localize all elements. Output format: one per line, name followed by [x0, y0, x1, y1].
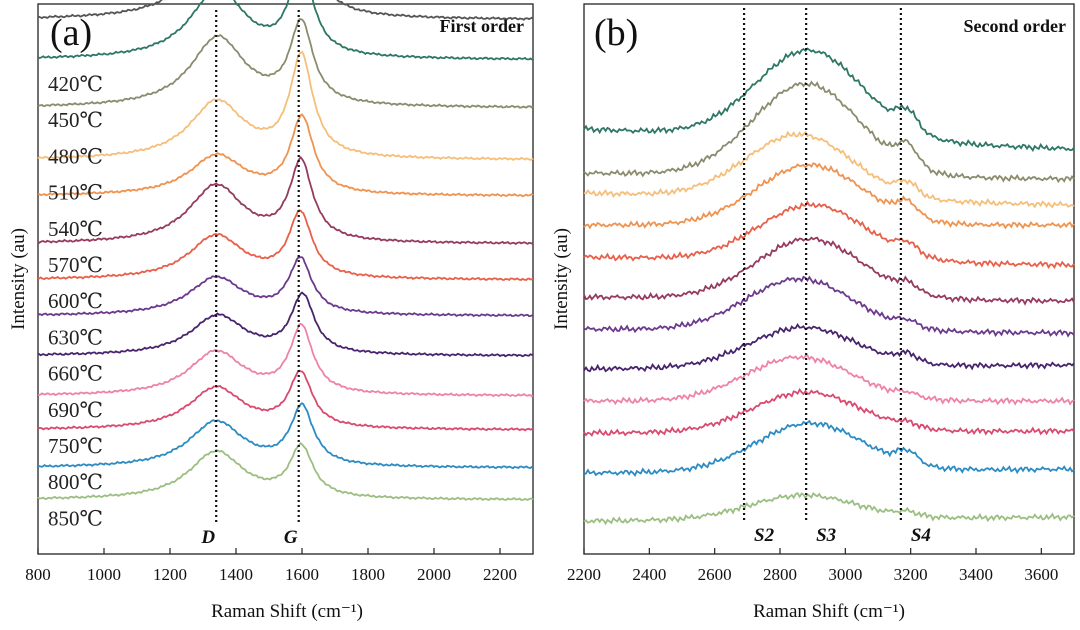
peak-label-s3: S3	[816, 525, 836, 546]
panel-b-peak-labels: S2 S3 S4	[754, 525, 931, 546]
spectrum-a-630	[37, 256, 534, 318]
x-tick-label: 1200	[153, 565, 187, 584]
spectrum-a-420	[37, 0, 534, 21]
spectrum-b-630	[583, 323, 1075, 373]
spectrum-a-850	[37, 441, 534, 501]
x-tick-label: 2200	[567, 565, 601, 584]
spectrum-a-450	[37, 0, 534, 61]
panel-b-x-axis-label: Raman Shift (cm⁻¹)	[753, 601, 905, 622]
x-tick-label: 1000	[87, 565, 121, 584]
panel-b-x-ticks: 2200 2400 2600 2800 3000 3200 3400 3600	[567, 548, 1058, 584]
spectrum-a-690	[37, 323, 534, 398]
temperature-label: 540℃	[48, 217, 103, 241]
x-tick-label: 2200	[483, 565, 517, 584]
x-tick-label: 3400	[959, 565, 993, 584]
spectrum-b-480	[583, 130, 1075, 209]
spectrum-a-750	[37, 369, 534, 432]
temperature-label: 600℃	[48, 289, 103, 313]
x-tick-label: 800	[25, 565, 51, 584]
x-tick-label: 2600	[698, 565, 732, 584]
spectrum-b-570	[583, 236, 1075, 306]
temperature-label: 570℃	[48, 253, 103, 277]
x-tick-label: 1400	[219, 565, 253, 584]
panel-a-title: First order	[440, 16, 524, 36]
panel-b-reference-lines	[742, 8, 902, 522]
panel-a: 800 1000 1200 1400 1600 1800 2000 2200 420℃ 450℃…	[8, 0, 534, 622]
x-tick-label: 3000	[828, 565, 862, 584]
x-tick-label: 2400	[632, 565, 666, 584]
x-tick-label: 2800	[763, 565, 797, 584]
peak-label-s2: S2	[754, 525, 775, 546]
spectrum-b-510	[583, 162, 1075, 230]
panel-b-spectra	[583, 47, 1075, 526]
panel-a-label: (a)	[50, 12, 92, 54]
spectrum-a-600	[38, 209, 534, 281]
panel-b-frame	[583, 3, 1075, 555]
spectrum-b-750	[583, 419, 1075, 477]
temperature-label: 630℃	[48, 325, 103, 349]
spectrum-b-600	[583, 275, 1075, 338]
peak-label-d: D	[200, 527, 215, 548]
temperature-label: 690℃	[48, 398, 103, 422]
peak-label-g: G	[284, 527, 298, 548]
spectrum-b-540	[583, 200, 1075, 270]
spectrum-b-660	[583, 354, 1075, 406]
panel-a-y-axis-label: Intensity (au)	[8, 228, 29, 330]
temperature-label: 660℃	[48, 362, 103, 386]
spectrum-a-660	[37, 291, 534, 358]
panel-a-temperature-labels: 420℃ 450℃ 480℃ 510℃ 540℃ 570℃ 600℃ 630℃ 660℃ 690℃…	[48, 72, 103, 530]
panel-a-reference-lines	[215, 10, 300, 524]
panel-b-label: (b)	[594, 12, 638, 54]
temperature-label: 850℃	[48, 506, 103, 530]
temperature-label: 510℃	[48, 181, 103, 205]
panel-b-title: Second order	[964, 16, 1067, 36]
temperature-label: 420℃	[48, 72, 103, 96]
temperature-label: 480℃	[48, 144, 103, 168]
panel-a-x-axis-label: Raman Shift (cm⁻¹)	[211, 601, 363, 622]
spectrum-a-480	[37, 18, 534, 109]
temperature-label: 450℃	[48, 108, 103, 132]
x-tick-label: 3600	[1024, 565, 1058, 584]
x-tick-label: 2000	[417, 565, 451, 584]
spectrum-a-570	[37, 155, 534, 246]
peak-label-s4: S4	[911, 525, 931, 546]
panel-b-y-axis-label: Intensity (au)	[551, 228, 572, 330]
spectrum-a-510	[37, 50, 534, 161]
spectrum-b-420	[583, 47, 1075, 153]
spectrum-b-690	[583, 388, 1075, 437]
x-tick-label: 1800	[351, 565, 385, 584]
x-tick-label: 3200	[894, 565, 928, 584]
temperature-label: 800℃	[48, 470, 103, 494]
panel-a-x-ticks: 800 1000 1200 1400 1600 1800 2000 2200	[25, 548, 517, 584]
spectrum-a-800	[38, 402, 534, 470]
x-tick-label: 1600	[285, 565, 319, 584]
spectrum-b-850	[583, 491, 1075, 526]
panel-a-spectra	[37, 0, 534, 501]
spectrum-b-450	[583, 80, 1075, 184]
spectrum-a-540	[37, 113, 534, 198]
panel-b: 2200 2400 2600 2800 3000 3200 3400 3600 S2 S3 S4 …	[551, 3, 1075, 622]
temperature-label: 750℃	[48, 434, 103, 458]
